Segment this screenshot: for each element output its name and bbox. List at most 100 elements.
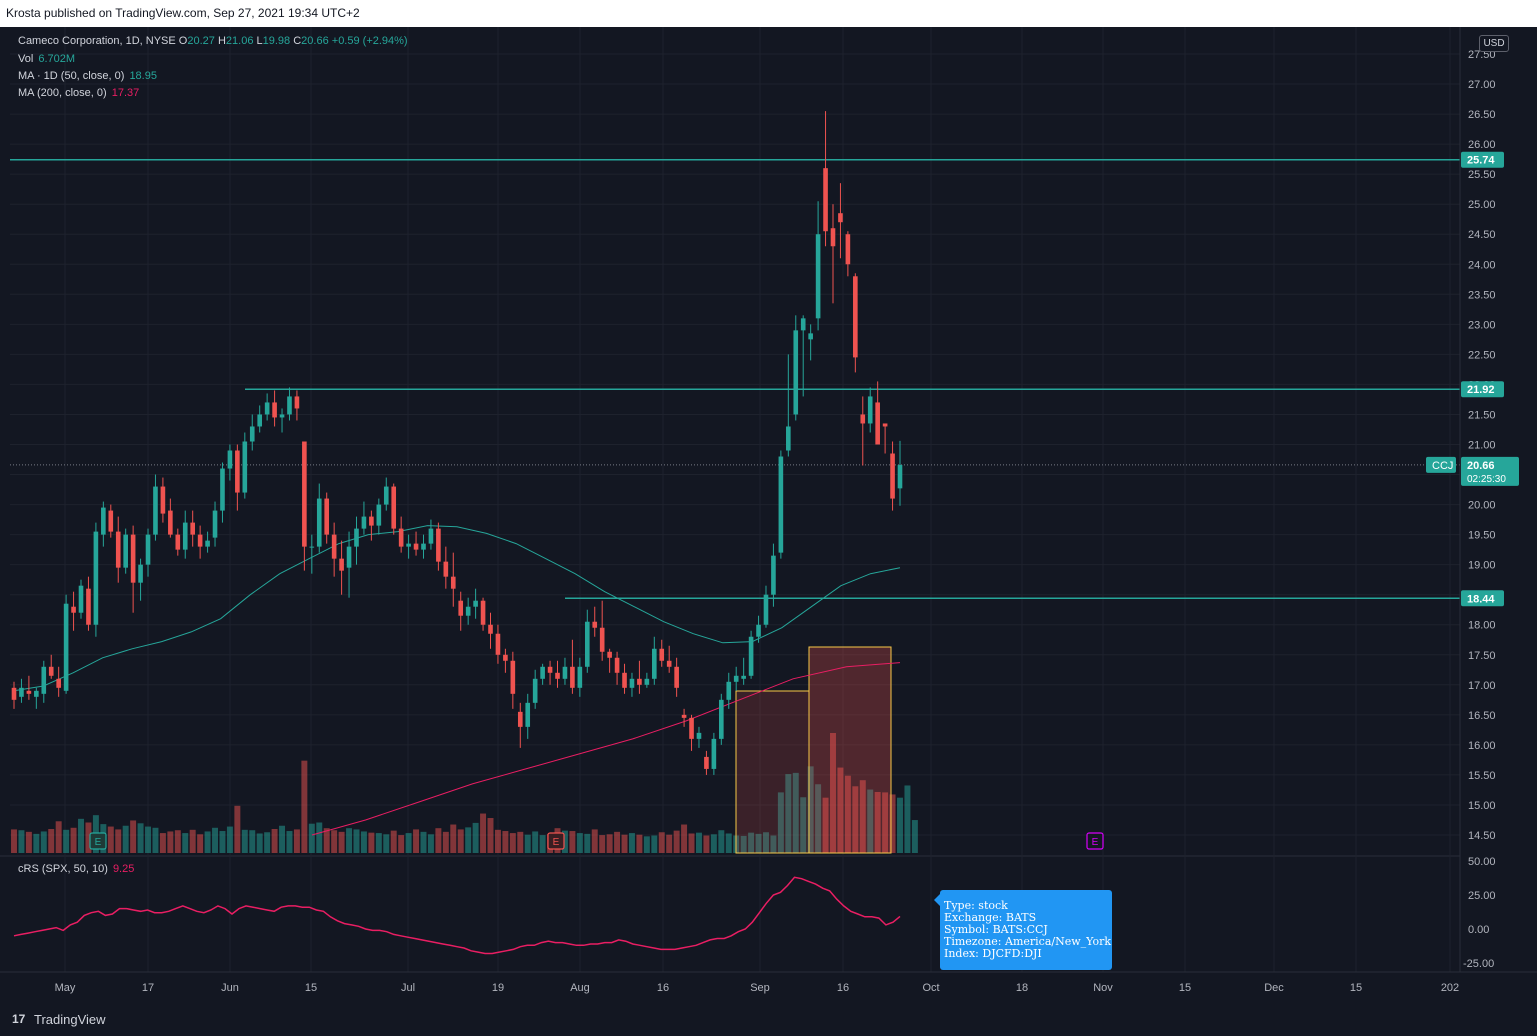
volume-bar — [695, 832, 702, 853]
y-tick-label: 26.50 — [1468, 109, 1496, 121]
x-tick-label: 202 — [1441, 982, 1459, 994]
crs-tick-label: -25.00 — [1463, 958, 1494, 970]
candle-body — [369, 516, 374, 526]
legend-ma200-label: MA (200, close, 0) — [18, 87, 107, 99]
candle-body — [346, 546, 352, 568]
volume-bar — [137, 823, 144, 853]
candle-body — [130, 534, 136, 583]
volume-bar — [643, 836, 650, 853]
currency-button[interactable]: USD — [1479, 35, 1509, 52]
volume-bar — [145, 826, 151, 853]
symbol-info-tooltip: Type: stock Exchange: BATS Symbol: BATS:… — [934, 890, 1112, 970]
volume-bar — [584, 833, 591, 853]
volume-bar — [524, 834, 531, 853]
candle-body — [257, 414, 263, 427]
volume-bar — [844, 775, 851, 853]
candle-body — [733, 675, 739, 682]
legend-ma50: MA · 1D (50, close, 0) 18.95 — [18, 70, 157, 82]
candle-body — [517, 711, 523, 727]
volume-bar — [234, 805, 241, 853]
volume-bar — [874, 791, 881, 853]
candle-body — [287, 396, 292, 415]
candle-body — [830, 228, 836, 247]
volume-bar — [807, 766, 814, 853]
candle-body — [540, 666, 545, 679]
earnings-marker-icon — [547, 832, 565, 850]
volume-bar — [487, 818, 494, 853]
candle-body — [689, 717, 694, 739]
candle-body — [786, 426, 791, 451]
candle-body — [480, 600, 486, 625]
candle-body — [279, 414, 285, 418]
y-tick-label: 25.50 — [1468, 169, 1496, 181]
y-tick-label: 24.00 — [1468, 259, 1496, 271]
footer-brand[interactable]: TradingView — [34, 1012, 106, 1027]
candle-body — [41, 666, 47, 694]
candle-body — [637, 678, 642, 685]
grid-lines — [0, 27, 1460, 972]
volume-bar — [293, 829, 300, 853]
tooltip-exchange: Exchange: BATS — [944, 911, 1037, 924]
volume-bar — [55, 821, 62, 853]
x-tick-label: Dec — [1264, 982, 1284, 994]
volume-bar — [286, 831, 293, 853]
x-tick-label: 17 — [142, 982, 154, 994]
candle-body — [473, 600, 478, 607]
candle-body — [48, 666, 54, 676]
y-tick-label: 25.00 — [1468, 199, 1496, 211]
volume-bar — [115, 829, 122, 853]
volume-bar — [427, 834, 434, 853]
legend-crs-label: cRS (SPX, 50, 10) — [18, 863, 108, 875]
legend-close: 20.66 — [301, 35, 329, 47]
candle-body — [26, 690, 32, 694]
candle-body — [242, 441, 248, 493]
legend-crs: cRS (SPX, 50, 10) 9.25 — [18, 863, 134, 875]
volume-bar — [405, 833, 412, 853]
candle-body — [562, 666, 568, 679]
volume-bar — [815, 784, 822, 853]
candle-body — [681, 714, 687, 718]
candle-body — [570, 666, 575, 688]
candle-body — [212, 510, 218, 538]
candle-body — [115, 531, 121, 568]
legend-vol: 6.702M — [38, 53, 76, 65]
volume-bar — [688, 833, 695, 853]
volume-bar — [241, 829, 248, 853]
tradingview-logo-icon[interactable]: 17 — [12, 1012, 26, 1026]
volume-bar — [770, 835, 777, 853]
x-tick-label: Jul — [401, 982, 415, 994]
candle-body — [86, 588, 91, 625]
candle-body — [741, 675, 746, 679]
legend-low: 19.98 — [262, 35, 291, 47]
level-tag — [1461, 590, 1504, 607]
horizontal-levels[interactable] — [10, 158, 1460, 600]
legend-volume: Vol 6.702M — [18, 53, 75, 65]
chart-area[interactable]: 27.50 27.00 26.50 26.00 25.50 25.00 24.50 24.00… — [0, 27, 1537, 1002]
volume-bar — [70, 827, 77, 853]
volume-bar — [249, 830, 256, 853]
volume-bar — [889, 794, 896, 853]
volume-bar — [122, 825, 129, 853]
y-tick-label: 18.00 — [1468, 620, 1496, 632]
highlight-box-2 — [808, 646, 892, 854]
y-tick-label: 27.00 — [1468, 79, 1496, 91]
candle-body — [34, 690, 39, 697]
volume-bar — [502, 831, 509, 853]
candle-body — [398, 528, 404, 547]
candle-body — [11, 687, 17, 700]
candle-body — [205, 540, 210, 547]
volume-bar — [368, 832, 375, 853]
level-tag-text: 18.44 — [1467, 593, 1495, 605]
candle-body — [525, 702, 531, 727]
highlight-box-1 — [735, 690, 810, 854]
price-chart[interactable]: 27.50 27.00 26.50 26.00 25.50 25.00 24.50 24.00… — [0, 27, 1537, 1002]
candle-body — [138, 564, 143, 583]
volume-bar — [472, 822, 479, 853]
volume-bar — [331, 830, 338, 853]
volume-bar — [830, 733, 836, 853]
crs-tick-label: 0.00 — [1468, 924, 1489, 936]
volume-bar — [174, 830, 181, 853]
candle-body — [532, 678, 538, 703]
candle-body — [845, 234, 851, 265]
